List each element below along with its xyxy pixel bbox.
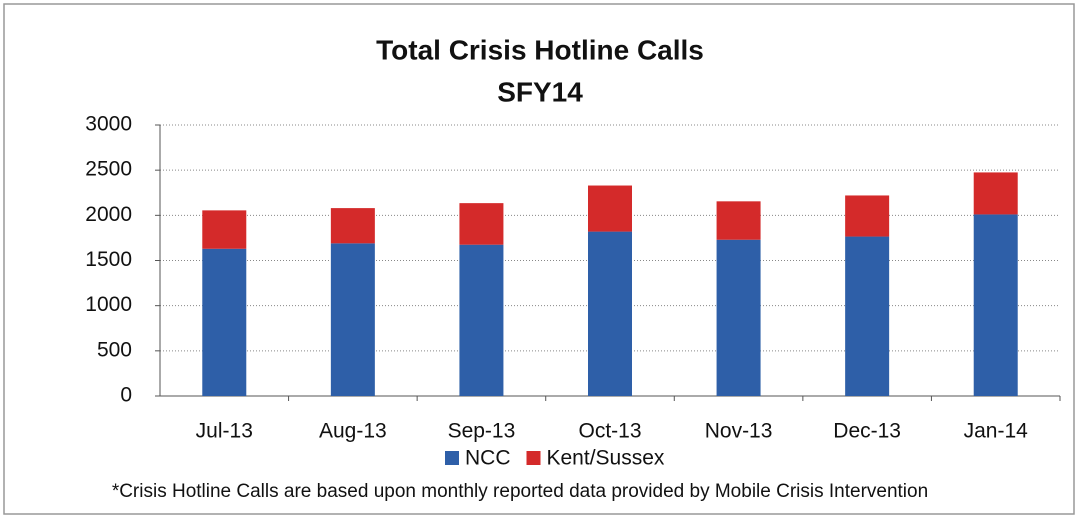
bar-segment: [716, 201, 761, 240]
bar-segment: [588, 185, 632, 232]
bar-segment: [202, 248, 247, 396]
bar-segment: [330, 243, 375, 396]
y-tick-label: 1000: [85, 293, 132, 316]
y-tick-label: 2000: [85, 203, 132, 226]
x-tick-label: Aug-13: [319, 420, 387, 443]
bar-segment: [588, 231, 632, 396]
y-tick-label: 0: [120, 384, 132, 407]
legend-swatch: [526, 451, 541, 465]
bar-segment: [716, 239, 761, 396]
y-tick-label: 500: [97, 338, 132, 361]
bar-segment: [845, 236, 890, 396]
chart-title: Total Crisis Hotline Calls: [376, 34, 704, 65]
bar-segment: [973, 214, 1018, 396]
footnote: *Crisis Hotline Calls are based upon mon…: [112, 481, 928, 502]
x-tick-label: Sep-13: [448, 420, 516, 443]
bar-segment: [202, 210, 247, 249]
bar-segment: [459, 203, 504, 245]
y-tick-label: 2500: [85, 158, 132, 181]
y-tick-label: 3000: [85, 113, 132, 136]
y-tick-label: 1500: [85, 248, 132, 271]
x-tick-label: Dec-13: [833, 420, 901, 443]
bar-segment: [330, 208, 375, 244]
bar-segment: [845, 195, 890, 237]
x-tick-label: Nov-13: [705, 420, 773, 443]
chart-border: [3, 3, 1075, 515]
legend-swatch: [445, 451, 459, 465]
x-tick-label: Oct-13: [578, 420, 641, 443]
chart-subtitle: SFY14: [497, 76, 583, 107]
legend-label: Kent/Sussex: [547, 447, 665, 470]
bar-segment: [459, 244, 504, 396]
legend-label: NCC: [465, 447, 511, 470]
bar-segment: [973, 172, 1018, 215]
x-tick-label: Jul-13: [196, 420, 253, 443]
x-tick-label: Jan-14: [964, 420, 1029, 443]
